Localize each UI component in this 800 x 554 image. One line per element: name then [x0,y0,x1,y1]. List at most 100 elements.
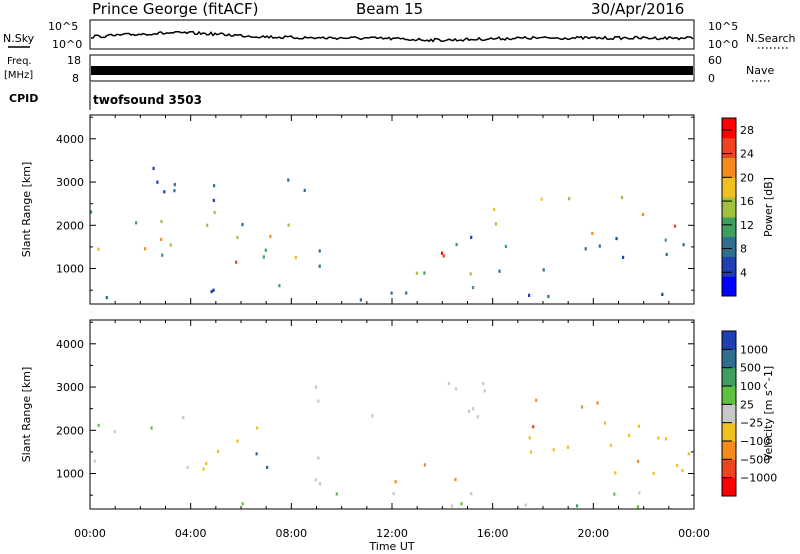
nave-label: Nave [746,64,774,77]
heatmap-cell [317,399,320,403]
velocity-colorbar: 1000 500 100 25 −25 −100 −500 −1000 Velocity [m … [721,330,777,497]
heatmap-cell [664,238,667,242]
heatmap-cell [314,478,317,482]
nsky-panel: N.Sky 10^5 10^0 10^5 10^0 N.Search [3,19,796,51]
colorbar-segment [722,197,736,218]
heatmap-cell [97,247,100,251]
freq-trace [91,66,693,75]
heatmap-cell [262,255,265,259]
heatmap-cell [584,247,587,251]
heatmap-cell [469,272,472,276]
cpid-value: twofsound 3503 [93,93,202,107]
heatmap-cell [455,242,458,247]
nave-hi: 60 [708,54,722,67]
heatmap-cell [613,492,616,496]
colorbar-label: Velocity [m s^-1] [762,366,775,461]
heatmap-cell [235,260,238,264]
heatmap-cell [161,253,164,257]
colorbar-segment [722,118,736,139]
colorbar-segment [722,367,736,387]
heatmap-cell [664,437,668,441]
heatmap-cell [394,480,397,484]
panel-frame [89,319,695,510]
nsearch-hi: 10^5 [708,20,738,33]
heatmap-cell [160,237,163,241]
colorbar-segment [722,331,736,350]
heatmap-cell [450,504,454,508]
heatmap-cell [504,244,507,249]
heatmap-cell [529,450,533,454]
nsky-trace [91,30,694,43]
heatmap-cell [93,459,96,463]
colorbar-segment [722,256,736,277]
colorbar-segment [722,349,736,369]
time-axis-label: Time UT [368,540,414,553]
colorbar-tick-label: 24 [740,148,754,161]
heatmap-cell [135,221,138,225]
heatmap-cell [317,456,320,460]
colorbar-tick-label: −100 [740,435,770,448]
colorbar-segment [722,137,736,159]
heatmap-cell [256,426,259,430]
colorbar-segment [722,276,736,297]
heatmap-cell [392,491,395,496]
heatmap-cell [255,452,258,456]
heatmap-cell [628,434,631,438]
x-tick-label: 12:00 [376,527,408,540]
colorbar-tick-label: 4 [740,266,747,279]
beam-label: Beam 15 [356,0,423,18]
heatmap-cell [641,212,645,217]
heatmap-cell [676,464,679,468]
heatmap-cell [596,401,599,405]
heatmap-cell [591,231,594,235]
y-tick-label: 1000 [56,468,84,481]
heatmap-cell [566,445,570,449]
heatmap-cell [673,224,677,228]
heatmap-cell [423,271,426,275]
heatmap-cell [609,443,612,447]
heatmap-cell [90,210,93,214]
colorbar-frame [721,330,737,497]
x-tick-label: 08:00 [275,527,307,540]
y-tick-label: 2000 [56,219,84,232]
heatmap-cell [217,449,220,453]
heatmap-cell [636,505,640,509]
y-tick-label: 1000 [56,263,84,276]
colorbar-tick-label: 8 [740,243,747,256]
heatmap-cell [415,271,418,275]
y-axis-label: Slant Range [km] [20,367,33,463]
y-tick-label: 3000 [56,176,84,189]
colorbar-tick-label: −1000 [740,472,777,485]
heatmap-cell [182,416,185,420]
heatmap-cell [294,256,297,260]
colorbar-tick-label: −500 [740,453,770,466]
heatmap-cell [371,414,374,418]
heatmap-cell [423,463,426,467]
colorbar-tick-label: 500 [740,362,761,375]
date-label: 30/Apr/2016 [591,0,684,18]
heatmap-cell [598,244,601,248]
heatmap-cell [476,415,479,419]
heatmap-cell [287,178,290,182]
heatmap-cell [264,248,267,252]
heatmap-cell [454,477,457,482]
heatmap-cell [169,243,172,247]
colorbar-segment [722,177,736,198]
heatmap-cell [615,237,618,241]
x-tick-label: 00:00 [74,527,106,540]
heatmap-cell [241,223,244,227]
heatmap-cell [335,492,338,496]
heatmap-cell [638,491,641,495]
heatmap-cell [614,471,617,475]
heatmap-cell [498,269,501,273]
heatmap-cell [163,190,166,194]
heatmap-cell [278,284,281,288]
colorbar-segment [722,236,736,257]
heatmap-cell [580,405,584,409]
heatmap-cell [266,465,269,469]
colorbar-segment [722,216,736,238]
x-tick-label: 00:00 [678,527,710,540]
colorbar-segment [722,404,736,424]
heatmap-cell [665,252,668,257]
heatmap-cell [156,180,159,184]
